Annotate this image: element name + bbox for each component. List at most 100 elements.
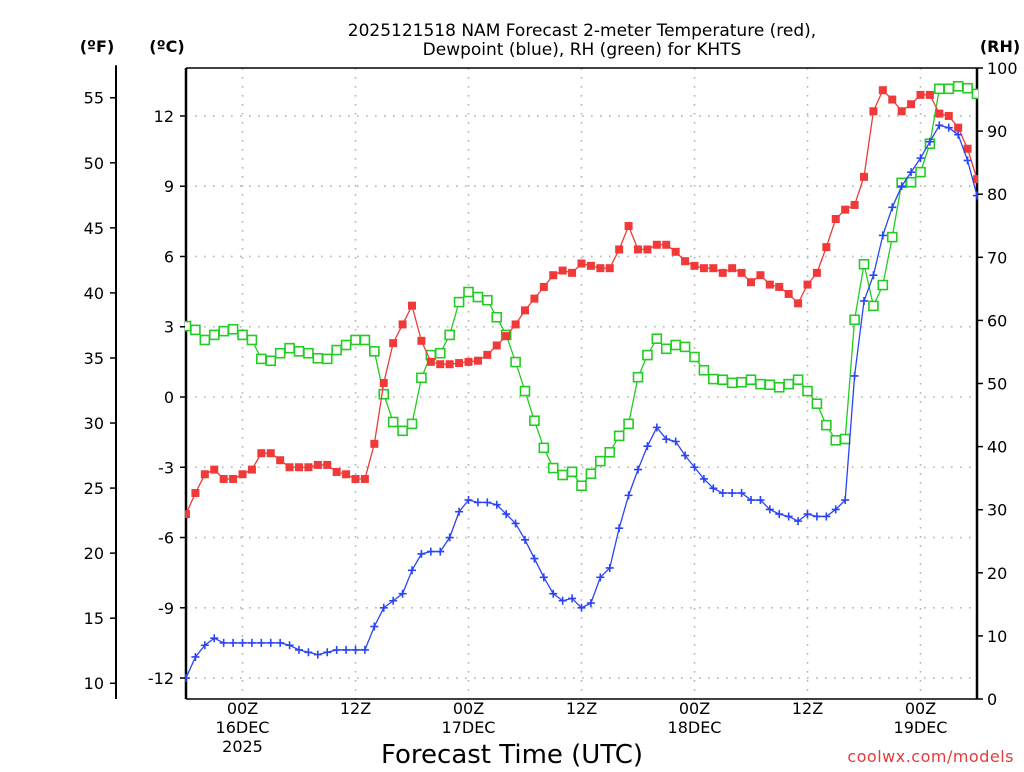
rh-point — [453, 296, 465, 308]
temperature-point — [765, 280, 774, 289]
dewpoint-point — [615, 524, 624, 533]
dewpoint-point — [200, 641, 209, 650]
x-tick-label: 18DEC — [668, 718, 722, 737]
dewpoint-point — [888, 203, 897, 212]
temperature-point — [747, 278, 755, 287]
dewpoint-point — [747, 496, 755, 505]
rh-point — [510, 356, 521, 368]
dewpoint-point — [351, 645, 360, 654]
rh-point — [613, 430, 625, 442]
dewpoint-point — [539, 573, 548, 582]
celsius-axis-label: (ºC) — [149, 37, 184, 56]
temperature-point — [624, 222, 633, 231]
celsius-tick-label: 9 — [164, 177, 174, 196]
dewpoint-point — [973, 191, 978, 200]
dewpoint-point — [671, 437, 680, 446]
rh-point — [547, 462, 559, 474]
rh-point — [246, 334, 258, 346]
dewpoint-point — [652, 423, 661, 432]
temperature-point — [973, 175, 978, 184]
dewpoint-point — [295, 645, 303, 654]
temperature-point — [219, 474, 228, 483]
temperature-point — [888, 95, 897, 104]
chart-title-line-1: 2025121518 NAM Forecast 2-meter Temperat… — [348, 21, 816, 41]
rh-point — [962, 82, 973, 94]
temperature-point — [426, 357, 435, 366]
grid-lines — [186, 68, 977, 699]
temperature-point — [812, 268, 821, 277]
dewpoint-point — [332, 645, 341, 654]
dewpoint-point — [822, 512, 831, 521]
credit-text: coolwx.com/models — [847, 747, 1014, 766]
dewpoint-point — [803, 510, 812, 519]
dewpoint-point — [775, 510, 784, 519]
rh-point — [369, 346, 380, 357]
rh-tick-label: 40 — [987, 438, 1007, 457]
temperature-point — [878, 86, 887, 95]
temperature-point — [916, 90, 925, 99]
rh-point — [717, 374, 729, 386]
temperature-point — [850, 200, 859, 209]
dewpoint-point — [916, 154, 925, 163]
temperature-point — [360, 474, 369, 483]
rh-point — [416, 372, 427, 384]
temperature-point — [784, 289, 793, 298]
dewpoint-point — [737, 489, 746, 498]
temperature-point — [389, 339, 398, 348]
dewpoint-point — [398, 589, 407, 598]
dewpoint-point — [238, 638, 247, 647]
temperature-point — [822, 243, 831, 252]
dewpoint-point — [304, 648, 313, 657]
temperature-point — [266, 449, 275, 458]
rh-point — [708, 373, 719, 385]
temperature-point — [756, 271, 765, 280]
dewpoint-point — [850, 371, 859, 380]
x-tick-label: 19DEC — [894, 718, 948, 737]
dewpoint-point — [389, 596, 398, 605]
dewpoint-point — [577, 603, 586, 612]
dewpoint-point — [408, 566, 416, 575]
temperature-point — [229, 474, 238, 483]
dewpoint-point — [417, 549, 426, 558]
dewpoint-point — [794, 517, 803, 526]
rh-point — [237, 329, 248, 341]
dewpoint-point — [313, 650, 322, 659]
x-tick-label: 17DEC — [442, 718, 496, 737]
rh-point — [952, 80, 964, 92]
rh-point — [274, 347, 286, 359]
x-tick-label: 12Z — [792, 699, 823, 718]
temperature-point — [681, 257, 690, 266]
rh-point — [915, 166, 926, 178]
dewpoint-point — [728, 489, 737, 498]
rh-point — [519, 385, 531, 397]
rh-point — [529, 415, 540, 427]
dewpoint-point — [342, 645, 351, 654]
temperature-point — [185, 510, 190, 519]
temperature-point — [210, 465, 219, 474]
dewpoint-point — [907, 168, 916, 177]
rh-point — [199, 334, 211, 346]
rh-point — [792, 374, 804, 386]
rh-tick-label: 0 — [987, 690, 997, 709]
dewpoint-point — [954, 130, 963, 139]
dewpoint-point — [568, 594, 577, 603]
temperature-point — [502, 332, 511, 341]
celsius-tick-label: -6 — [158, 529, 174, 548]
dewpoint-point — [586, 599, 595, 608]
series-layer — [185, 80, 978, 683]
temperature-point — [473, 356, 482, 365]
dewpoint-point — [897, 182, 906, 191]
temperature-point — [794, 299, 803, 308]
rh-point — [303, 347, 314, 359]
dewpoint-point — [210, 634, 219, 643]
rh-point — [331, 344, 342, 356]
dewpoint-point — [784, 512, 793, 521]
dewpoint-point — [925, 137, 934, 146]
temperature-point — [342, 470, 351, 479]
temperature-point — [464, 357, 473, 366]
temperature-point — [869, 107, 878, 116]
rh-point — [802, 385, 813, 397]
temperature-point — [408, 301, 416, 310]
temperature-point — [304, 463, 313, 472]
